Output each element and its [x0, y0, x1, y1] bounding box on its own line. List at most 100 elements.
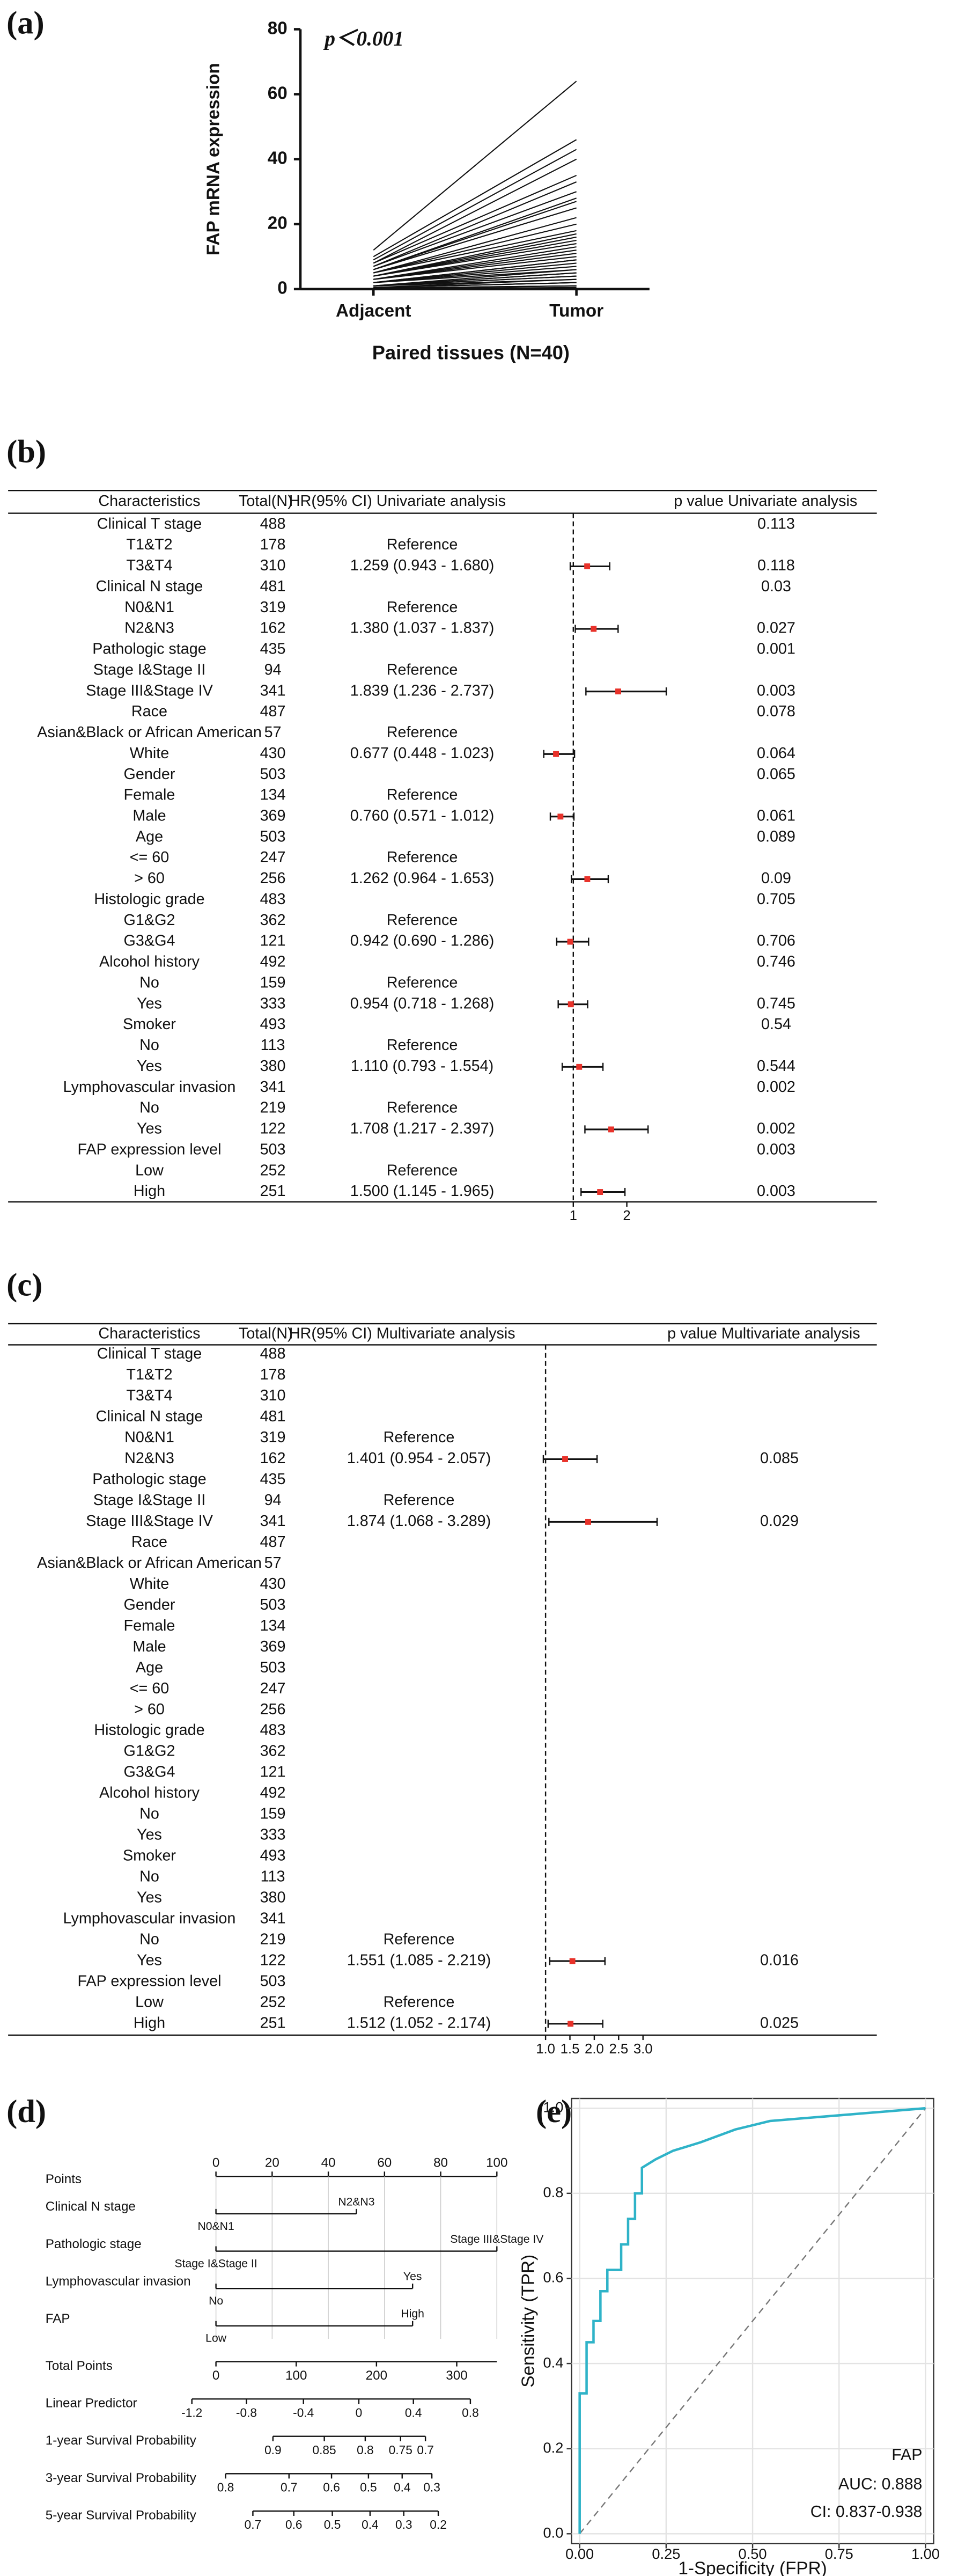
- variable-label: Clinical N stage: [46, 2199, 136, 2214]
- total: 341: [260, 1910, 286, 1927]
- total: 134: [260, 1617, 286, 1634]
- total: 159: [260, 1806, 286, 1823]
- total: 369: [260, 1638, 286, 1655]
- scale-tick-label: 0.4: [405, 2405, 422, 2419]
- characteristic: T3&T4: [126, 557, 172, 574]
- characteristic: G3&G4: [124, 1764, 175, 1781]
- hr-label: 1.110 (0.793 - 1.554): [351, 1058, 493, 1075]
- column-header: Characteristics: [98, 1325, 200, 1342]
- total: 380: [260, 1889, 286, 1906]
- pair-line: [373, 158, 577, 264]
- panel-label: (d): [6, 2094, 46, 2130]
- column-header: HR(95% CI) Univariate analysis: [289, 493, 506, 510]
- hr-label: 1.551 (1.085 - 2.219): [347, 1951, 491, 1969]
- hr-label: 1.262 (0.964 - 1.653): [350, 870, 495, 887]
- pair-line: [373, 287, 577, 290]
- total: 369: [260, 808, 286, 825]
- pair-line: [373, 217, 577, 274]
- level-label: N2&N3: [338, 2196, 374, 2208]
- scale-tick-label: -0.8: [236, 2405, 257, 2419]
- characteristic: <= 60: [130, 849, 170, 866]
- total: 310: [260, 1387, 286, 1404]
- pair-line: [373, 256, 577, 280]
- hr-label: 1.380 (1.037 - 1.837): [350, 620, 495, 637]
- characteristic: G1&G2: [124, 1743, 175, 1760]
- characteristic: FAP expression level: [78, 1972, 222, 1990]
- p-value: 0.746: [757, 953, 795, 971]
- scale-tick-label: 0.7: [245, 2518, 262, 2531]
- x-tick-label: 0.00: [565, 2545, 594, 2562]
- roc-curve: [578, 2107, 926, 2534]
- total: 488: [260, 1345, 286, 1362]
- y-tick-label: 80: [268, 18, 288, 38]
- characteristic: Clinical T stage: [97, 515, 202, 532]
- p-value: 0.706: [757, 933, 795, 950]
- characteristic: G1&G2: [124, 912, 175, 929]
- total: 430: [260, 745, 286, 762]
- scale-tick-label: 0.6: [285, 2518, 303, 2531]
- x-axis-label: 1-Specificity (FPR): [678, 2559, 827, 2576]
- variable-label: Lymphovascular invasion: [46, 2274, 191, 2288]
- characteristic: Histologic grade: [94, 1722, 204, 1739]
- hr-point: [584, 876, 591, 882]
- characteristic: Yes: [137, 1826, 162, 1844]
- panel-label: (e): [536, 2094, 572, 2130]
- scale-label: Points: [46, 2172, 82, 2186]
- hr-label: 0.677 (0.448 - 1.023): [350, 745, 495, 762]
- hr-label: 1.512 (1.052 - 2.174): [347, 2014, 491, 2031]
- x-tick-label: 1.5: [561, 2042, 580, 2057]
- level-label: Stage I&Stage II: [175, 2257, 257, 2270]
- pair-line: [373, 174, 577, 264]
- hr-point: [569, 1958, 576, 1964]
- hr-label: Reference: [387, 1162, 458, 1179]
- scale-label: 5-year Survival Probability: [46, 2508, 197, 2522]
- total: 503: [260, 828, 286, 845]
- pair-line: [373, 243, 577, 277]
- hr-label: Reference: [384, 1993, 455, 2010]
- scale-tick-label: 0.8: [357, 2443, 374, 2457]
- level-label: Stage III&Stage IV: [450, 2233, 544, 2245]
- scale-tick-label: 0.4: [362, 2518, 379, 2531]
- characteristic: White: [130, 745, 169, 762]
- total: 341: [260, 682, 286, 699]
- pair-line: [373, 230, 577, 274]
- y-tick-label: 20: [268, 214, 288, 233]
- p-value: 0.705: [757, 891, 795, 908]
- points-tick-label: 0: [212, 2156, 219, 2170]
- total: 252: [260, 1162, 286, 1179]
- y-tick-label: 40: [268, 148, 288, 168]
- pair-line: [373, 223, 577, 274]
- characteristic: N0&N1: [124, 599, 174, 616]
- total: 333: [260, 995, 286, 1012]
- total: 481: [260, 1408, 286, 1425]
- y-axis-label: FAP mRNA expression: [203, 63, 223, 255]
- p-value: 0.025: [760, 2014, 799, 2031]
- x-tick-label: 2.5: [609, 2042, 628, 2057]
- x-tick-label: 1.00: [911, 2545, 940, 2562]
- total: 319: [260, 1429, 286, 1446]
- hr-label: 0.942 (0.690 - 1.286): [350, 933, 495, 950]
- hr-point: [568, 2021, 574, 2027]
- p-value: 0.09: [761, 870, 791, 887]
- total: 341: [260, 1513, 286, 1530]
- hr-label: Reference: [387, 912, 458, 929]
- total: 247: [260, 1680, 286, 1697]
- total: 178: [260, 1366, 286, 1383]
- total-tick-label: 100: [285, 2368, 307, 2383]
- p-value: 0.113: [757, 515, 795, 532]
- characteristic: Male: [132, 1638, 166, 1655]
- characteristic: N0&N1: [124, 1429, 174, 1446]
- total-tick-label: 300: [446, 2368, 467, 2383]
- variable-label: FAP: [46, 2311, 70, 2326]
- x-tick-label: 0.50: [739, 2545, 767, 2562]
- scale-tick-label: 0.8: [462, 2405, 479, 2419]
- total: 122: [260, 1951, 286, 1969]
- characteristic: Alcohol history: [99, 1785, 200, 1802]
- total: 251: [260, 2014, 286, 2031]
- p-value: 0.03: [761, 578, 791, 595]
- annotation: p＜0.001: [323, 27, 404, 50]
- hr-label: Reference: [387, 536, 458, 553]
- pair-line: [373, 207, 577, 270]
- characteristic: Histologic grade: [94, 891, 204, 908]
- total: 483: [260, 891, 286, 908]
